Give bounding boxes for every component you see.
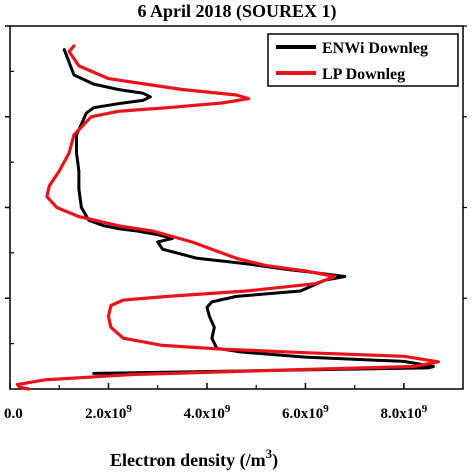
legend-box <box>267 33 459 87</box>
chart-title: 6 April 2018 (SOUREX 1) <box>137 1 336 22</box>
x-tick-label: 4.0x109 <box>184 403 231 422</box>
x-tick-label: 8.0x109 <box>381 403 428 422</box>
x-axis-label-exponent: 3 <box>266 446 273 461</box>
x-axis-label-main: Electron density (/m <box>110 450 266 471</box>
x-tick-label: 2.0x109 <box>85 403 132 422</box>
x-axis-tick-labels: 0.0 2.0x109 4.0x109 6.0x109 8.0x109 <box>4 403 428 422</box>
x-axis-ticks <box>9 383 405 389</box>
x-axis-label: Electron density (/m3) <box>110 446 278 471</box>
x-axis-label-close: ) <box>272 450 278 471</box>
series-line-lp-downleg <box>15 44 440 391</box>
legend: ENWi Downleg LP Downleg <box>267 33 459 87</box>
series-line-enwi-downleg <box>62 48 435 375</box>
x-tick-label: 0.0 <box>4 406 23 422</box>
legend-label-lp-downleg: LP Downleg <box>322 66 405 83</box>
y-axis-ticks <box>5 25 467 345</box>
legend-label-enwi-downleg: ENWi Downleg <box>322 40 428 57</box>
series-layer <box>15 44 440 391</box>
x-tick-label: 6.0x109 <box>282 403 329 422</box>
